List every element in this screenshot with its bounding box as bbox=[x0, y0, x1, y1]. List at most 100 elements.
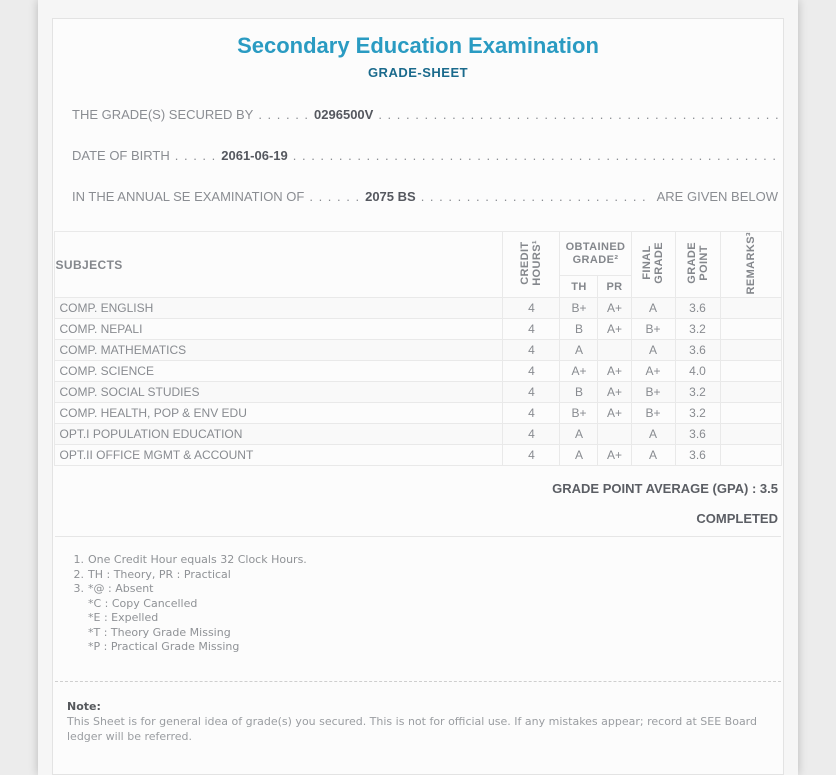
footnote-text: *@ : Absent bbox=[88, 582, 154, 596]
grades-table: SUBJECTS CREDIT HOURS¹ OBTAINED GRADE² F… bbox=[54, 230, 782, 467]
table-row: COMP. MATHEMATICS 4 A A 3.6 bbox=[54, 339, 782, 362]
footnote-number bbox=[69, 626, 84, 641]
remarks-cell bbox=[719, 444, 782, 467]
final-grade-cell: A bbox=[630, 444, 676, 467]
final-grade-cell: A bbox=[630, 339, 676, 362]
sheet-subtitle: GRADE-SHEET bbox=[367, 65, 469, 80]
theory-grade-cell: B+ bbox=[559, 402, 599, 425]
footnote-number: 1. bbox=[73, 553, 85, 567]
grade-point-cell: 3.2 bbox=[674, 402, 721, 425]
symbol-number-value: 0296500V bbox=[314, 107, 374, 122]
final-grade-cell: A+ bbox=[630, 360, 676, 383]
subject-cell: OPT.I POPULATION EDUCATION bbox=[54, 423, 504, 446]
practical-grade-cell bbox=[597, 423, 632, 446]
footnote-item: *T : Theory Grade Missing bbox=[69, 626, 763, 641]
footnote-item: 1. One Credit Hour equals 32 Clock Hours… bbox=[69, 553, 763, 568]
subject-cell: COMP. NEPALI bbox=[54, 318, 504, 341]
subject-cell: COMP. SOCIAL STUDIES bbox=[54, 381, 504, 404]
practical-grade-cell: A+ bbox=[597, 297, 632, 320]
table-row: COMP. SCIENCE 4 A+ A+ A+ 4.0 bbox=[54, 360, 782, 383]
dotted-filler: . . . . . . . . . . . . . . . . . . . . … bbox=[292, 149, 778, 163]
footnote-number bbox=[69, 597, 84, 612]
table-row: OPT.I POPULATION EDUCATION 4 A A 3.6 bbox=[54, 423, 782, 446]
subject-cell: COMP. SCIENCE bbox=[54, 360, 504, 383]
practical-grade-cell: A+ bbox=[597, 360, 632, 383]
column-header-subjects: SUBJECTS bbox=[54, 230, 504, 299]
remarks-cell bbox=[719, 318, 782, 341]
footnotes-section: 1. One Credit Hour equals 32 Clock Hours… bbox=[69, 553, 763, 655]
remarks-cell bbox=[719, 360, 782, 383]
table-row: COMP. HEALTH, POP & ENV EDU 4 B+ A+ B+ 3… bbox=[54, 402, 782, 425]
remarks-cell bbox=[719, 297, 782, 320]
practical-grade-cell: A+ bbox=[597, 381, 632, 404]
final-grade-cell: B+ bbox=[630, 402, 676, 425]
theory-grade-cell: B bbox=[559, 318, 599, 341]
dashed-divider bbox=[55, 680, 781, 682]
footnote-text: TH : Theory, PR : Practical bbox=[88, 567, 231, 581]
exam-year-value: 2075 BS bbox=[365, 189, 416, 204]
column-header-grade-point: GRADE POINT bbox=[674, 230, 721, 299]
final-grade-cell: B+ bbox=[630, 318, 676, 341]
dotted-filler: . . . . . . . . . . . . . . . . . . . . … bbox=[378, 108, 778, 122]
credit-hours-cell: 4 bbox=[502, 402, 561, 425]
footnote-item: 3. *@ : Absent bbox=[69, 582, 763, 597]
grade-point-cell: 3.6 bbox=[674, 297, 721, 320]
note-text: This Sheet is for general idea of grade(… bbox=[67, 714, 757, 743]
credit-hours-vertical-label: CREDIT HOURS¹ bbox=[519, 240, 544, 287]
column-header-remarks: REMARKS³ bbox=[719, 230, 782, 299]
column-header-credit-hours: CREDIT HOURS¹ bbox=[502, 230, 561, 299]
grade-point-cell: 4.0 bbox=[674, 360, 721, 383]
gpa-line: GRADE POINT AVERAGE (GPA) : 3.5 bbox=[552, 481, 778, 497]
remarks-cell bbox=[719, 402, 782, 425]
footnote-number bbox=[69, 640, 84, 655]
column-header-obtained-grade: OBTAINED GRADE² bbox=[559, 230, 632, 277]
footnote-text: *E : Expelled bbox=[88, 611, 159, 625]
final-grade-cell: A bbox=[630, 297, 676, 320]
credit-hours-cell: 4 bbox=[502, 360, 561, 383]
footnote-text: One Credit Hour equals 32 Clock Hours. bbox=[88, 553, 307, 567]
footnote-text: *C : Copy Cancelled bbox=[88, 596, 198, 610]
grade-point-vertical-label: GRADE POINT bbox=[685, 242, 710, 285]
exam-year-line: IN THE ANNUAL SE EXAMINATION OF . . . . … bbox=[72, 190, 778, 204]
credit-hours-cell: 4 bbox=[502, 297, 561, 320]
footnote-text: *T : Theory Grade Missing bbox=[88, 625, 231, 639]
student-info-section: THE GRADE(S) SECURED BY . . . . . . 0296… bbox=[72, 108, 778, 204]
column-header-practical: PR bbox=[597, 275, 632, 299]
table-row: COMP. ENGLISH 4 B+ A+ A 3.6 bbox=[54, 297, 782, 320]
footnote-item: *E : Expelled bbox=[69, 611, 763, 626]
date-of-birth-value: 2061-06-19 bbox=[221, 148, 288, 163]
practical-grade-cell: A+ bbox=[597, 444, 632, 467]
footnote-number bbox=[69, 611, 84, 626]
theory-grade-cell: B+ bbox=[559, 297, 599, 320]
final-grade-cell: A bbox=[630, 423, 676, 446]
column-header-final-grade: FINAL GRADE bbox=[630, 230, 676, 299]
status-text: COMPLETED bbox=[696, 511, 778, 527]
content-panel: Secondary Education Examination GRADE-SH… bbox=[38, 0, 798, 775]
practical-grade-cell bbox=[597, 339, 632, 362]
remarks-cell bbox=[719, 423, 782, 446]
theory-grade-cell: B bbox=[559, 381, 599, 404]
final-grade-cell: B+ bbox=[630, 381, 676, 404]
grades-table-header: SUBJECTS CREDIT HOURS¹ OBTAINED GRADE² F… bbox=[54, 230, 782, 299]
footnote-item: *P : Practical Grade Missing bbox=[69, 640, 763, 655]
footnote-number: 2. bbox=[73, 567, 85, 581]
dots-gap: . . . . . . bbox=[258, 107, 310, 122]
footnote-text: *P : Practical Grade Missing bbox=[88, 640, 240, 654]
are-given-below-text: ARE GIVEN BELOW bbox=[656, 189, 778, 204]
table-row: OPT.II OFFICE MGMT & ACCOUNT 4 A A+ A 3.… bbox=[54, 444, 782, 467]
practical-grade-cell: A+ bbox=[597, 402, 632, 425]
grades-secured-line: THE GRADE(S) SECURED BY . . . . . . 0296… bbox=[72, 108, 778, 122]
theory-grade-cell: A bbox=[559, 423, 599, 446]
footnote-item: *C : Copy Cancelled bbox=[69, 597, 763, 612]
grade-point-cell: 3.2 bbox=[674, 381, 721, 404]
grades-secured-label: THE GRADE(S) SECURED BY bbox=[72, 107, 254, 122]
grade-point-cell: 3.2 bbox=[674, 318, 721, 341]
subject-cell: COMP. MATHEMATICS bbox=[54, 339, 504, 362]
subject-cell: COMP. ENGLISH bbox=[54, 297, 504, 320]
dots-gap: . . . . . bbox=[174, 148, 217, 163]
remarks-cell bbox=[719, 381, 782, 404]
table-row: COMP. SOCIAL STUDIES 4 B A+ B+ 3.2 bbox=[54, 381, 782, 404]
date-of-birth-label: DATE OF BIRTH bbox=[72, 148, 170, 163]
column-header-theory: TH bbox=[559, 275, 599, 299]
